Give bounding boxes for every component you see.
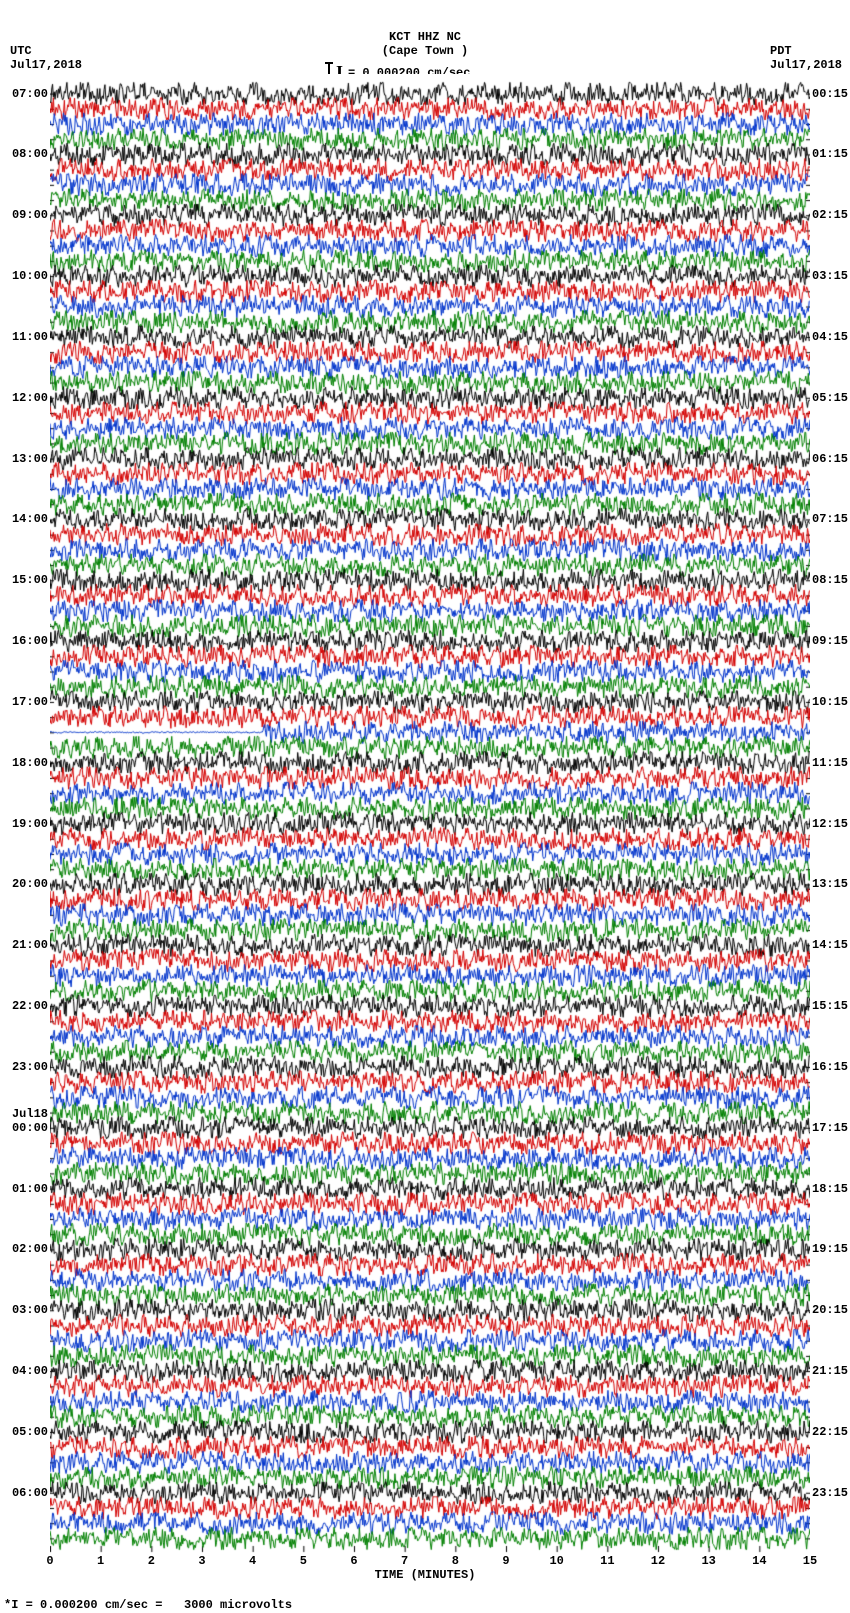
pdt-time-label: 12:15 [812,817,848,831]
pdt-time-label: 11:15 [812,756,848,770]
x-tick-label: 6 [350,1554,357,1568]
utc-time-label: 06:00 [12,1486,48,1500]
pdt-time-label: 18:15 [812,1182,848,1196]
utc-time-label: 21:00 [12,938,48,952]
utc-time-label: 19:00 [12,817,48,831]
location-subtitle: (Cape Town ) [382,44,468,58]
x-tick-label: 1 [97,1554,104,1568]
left-timezone: UTC [10,44,32,58]
x-tick-label: 13 [701,1554,715,1568]
utc-time-label: 11:00 [12,330,48,344]
pdt-time-label: 02:15 [812,208,848,222]
pdt-time-label: 00:15 [812,87,848,101]
scale-footnote: *I = 0.000200 cm/sec = 3000 microvolts [4,1598,292,1612]
pdt-time-label: 10:15 [812,695,848,709]
utc-time-label: 07:00 [12,87,48,101]
helicorder-plot-area [50,86,810,1546]
pdt-time-label: 23:15 [812,1486,848,1500]
utc-time-label: 01:00 [12,1182,48,1196]
pdt-time-label: 09:15 [812,634,848,648]
left-date: Jul17,2018 [10,58,82,72]
pdt-time-label: 14:15 [812,938,848,952]
utc-time-label: 13:00 [12,452,48,466]
x-tick-label: 15 [803,1554,817,1568]
x-tick-label: 0 [46,1554,53,1568]
utc-time-label: 12:00 [12,391,48,405]
pdt-time-label: 21:15 [812,1364,848,1378]
utc-time-label: 04:00 [12,1364,48,1378]
right-date: Jul17,2018 [770,58,842,72]
utc-time-label: 17:00 [12,695,48,709]
pdt-time-label: 07:15 [812,512,848,526]
utc-time-label: 18:00 [12,756,48,770]
pdt-time-label: 15:15 [812,999,848,1013]
pdt-time-label: 04:15 [812,330,848,344]
pdt-time-label: 17:15 [812,1121,848,1135]
utc-time-label: 23:00 [12,1060,48,1074]
x-tick-label: 10 [549,1554,563,1568]
pdt-time-label: 08:15 [812,573,848,587]
pdt-time-label: 03:15 [812,269,848,283]
x-tick-label: 5 [300,1554,307,1568]
pdt-time-label: 13:15 [812,877,848,891]
utc-time-label: 16:00 [12,634,48,648]
x-tick-label: 14 [752,1554,766,1568]
pdt-time-label: 16:15 [812,1060,848,1074]
x-tick-label: 7 [401,1554,408,1568]
utc-time-label: 10:00 [12,269,48,283]
utc-time-label: 15:00 [12,573,48,587]
x-tick-label: 2 [148,1554,155,1568]
utc-next-day-label: Jul18 [12,1107,48,1121]
pdt-time-label: 01:15 [812,147,848,161]
utc-time-label: 09:00 [12,208,48,222]
x-tick-label: 3 [198,1554,205,1568]
utc-time-label: 08:00 [12,147,48,161]
pdt-time-label: 19:15 [812,1242,848,1256]
x-tick-label: 4 [249,1554,256,1568]
utc-time-label: 00:00 [12,1121,48,1135]
utc-time-label: 02:00 [12,1242,48,1256]
pdt-time-label: 20:15 [812,1303,848,1317]
x-tick-label: 9 [502,1554,509,1568]
utc-time-label: 03:00 [12,1303,48,1317]
utc-time-label: 22:00 [12,999,48,1013]
pdt-time-label: 06:15 [812,452,848,466]
x-tick-label: 11 [600,1554,614,1568]
utc-time-label: 14:00 [12,512,48,526]
utc-time-label: 20:00 [12,877,48,891]
x-tick-label: 12 [651,1554,665,1568]
xaxis-title: TIME (MINUTES) [375,1568,476,1582]
station-title: KCT HHZ NC [389,30,461,44]
pdt-time-label: 22:15 [812,1425,848,1439]
right-timezone: PDT [770,44,792,58]
utc-time-label: 05:00 [12,1425,48,1439]
x-tick-label: 8 [452,1554,459,1568]
pdt-time-label: 05:15 [812,391,848,405]
